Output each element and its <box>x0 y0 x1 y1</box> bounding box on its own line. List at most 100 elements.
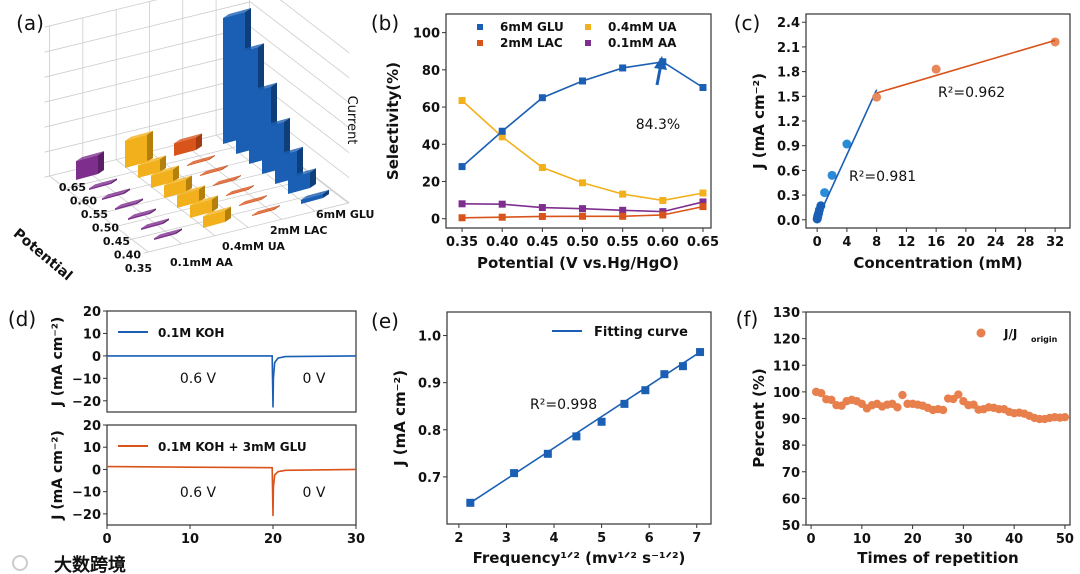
x-axis-label: Concentration (mM) <box>853 254 1022 272</box>
grid-line <box>44 26 251 78</box>
x-tick-label: 0 <box>807 532 816 547</box>
x-tick-label: 30 <box>347 532 365 547</box>
y-tick-label: 20 <box>83 419 101 434</box>
x-tick-label: 20 <box>264 532 282 547</box>
x-tick-label: 8 <box>872 235 881 250</box>
legend-marker <box>585 40 591 46</box>
bar-front <box>154 232 176 240</box>
legend-label: 0.1M KOH + 3mM GLU <box>158 440 307 454</box>
x-tick-label: 16 <box>927 235 945 250</box>
x-tick-label: 24 <box>987 235 1005 250</box>
bar-side <box>235 175 241 180</box>
data-point <box>938 405 948 415</box>
y-tick-label: 10 <box>83 441 101 456</box>
panel-label-c: (c) <box>734 11 761 35</box>
axes-frame <box>106 310 357 413</box>
y-tick-label: −10 <box>72 486 101 501</box>
data-point <box>827 395 836 405</box>
data-point <box>458 97 466 105</box>
data-point <box>898 390 907 400</box>
data-point <box>678 362 687 371</box>
legend-label: 0.4mM UA <box>608 20 677 34</box>
bar-side <box>186 175 192 192</box>
legend-label-subscript: origin <box>1031 335 1058 344</box>
x-axis-label: Frequency¹ᐟ² (mv¹ᐟ² s⁻¹ᐟ²) <box>473 549 686 567</box>
watermark-text: 大数跨境 <box>54 554 126 574</box>
bar-3d <box>128 208 156 220</box>
data-point <box>498 200 506 208</box>
bar-3d <box>76 151 104 180</box>
bar-3d <box>89 178 117 190</box>
data-point <box>699 198 707 206</box>
x-tick-label: 0 <box>102 532 111 547</box>
y-tick-label: −10 <box>72 372 101 387</box>
bar-side <box>124 188 130 194</box>
data-point <box>699 84 707 92</box>
bar-side <box>297 146 303 178</box>
x-tick-label: 50 <box>1056 532 1074 547</box>
data-point <box>827 170 837 180</box>
bar-3d <box>174 133 202 156</box>
axes-frame <box>446 311 712 525</box>
y-tick-label: 0 <box>431 213 440 228</box>
data-point <box>699 203 707 211</box>
potential-tick-label: 0.45 <box>103 235 130 248</box>
data-point <box>820 188 830 198</box>
legend-marker <box>585 24 591 30</box>
region-label: 0.6 V <box>180 371 217 387</box>
y-tick-label: 110 <box>773 359 800 374</box>
bar-top <box>76 151 104 162</box>
bar-side <box>212 195 218 212</box>
bar-side <box>196 133 202 150</box>
x-tick-label: 10 <box>181 532 199 547</box>
bar-3d <box>226 185 254 196</box>
x-tick-label: 20 <box>957 235 975 250</box>
x-tick-label: 2 <box>454 531 463 546</box>
bar-front <box>190 199 212 218</box>
bar-3d <box>102 188 130 200</box>
bar-side <box>150 208 156 214</box>
bar-top <box>177 185 205 196</box>
data-point <box>538 212 546 220</box>
bar-side <box>176 228 182 234</box>
data-point <box>620 399 629 408</box>
bar-top <box>128 208 156 219</box>
axes-frame <box>106 424 357 526</box>
y-tick-label: 0 <box>92 463 101 478</box>
y-tick-label: 0.3 <box>777 189 800 204</box>
axes-frame <box>445 13 712 229</box>
bar-front <box>252 209 274 216</box>
watermark-logo-icon <box>12 555 28 571</box>
grid-line <box>250 26 350 104</box>
data-point <box>538 164 546 172</box>
data-point <box>872 92 882 102</box>
bar-side <box>147 130 153 162</box>
y-tick-label: 2.4 <box>777 16 800 31</box>
y-tick-label: 80 <box>782 439 800 454</box>
y-axis-label: J (mA cm⁻²) <box>50 317 66 408</box>
x-tick-label: 0.45 <box>526 235 558 250</box>
bar-top <box>187 155 215 166</box>
bar-top <box>213 175 241 186</box>
x-tick-label: 28 <box>1016 235 1034 250</box>
bar-top <box>190 195 218 206</box>
r2-label-low: R²=0.981 <box>849 169 916 185</box>
data-point <box>458 163 466 171</box>
legend-marker <box>976 328 986 338</box>
bar-front <box>275 150 297 184</box>
region-label: 0.6 V <box>180 485 217 501</box>
bar-3d <box>125 130 153 168</box>
bar-top <box>203 206 231 217</box>
legend-marker <box>477 24 483 30</box>
bar-top <box>301 189 329 200</box>
grid-line <box>44 76 251 128</box>
fit-line <box>876 39 1056 94</box>
legend-marker <box>477 40 483 46</box>
y-tick-label: −20 <box>72 508 101 523</box>
bar-top <box>262 117 290 128</box>
bar-front <box>174 137 196 156</box>
data-point <box>538 204 546 212</box>
y-tick-label: 0.7 <box>418 471 441 486</box>
current-trace <box>106 465 357 517</box>
